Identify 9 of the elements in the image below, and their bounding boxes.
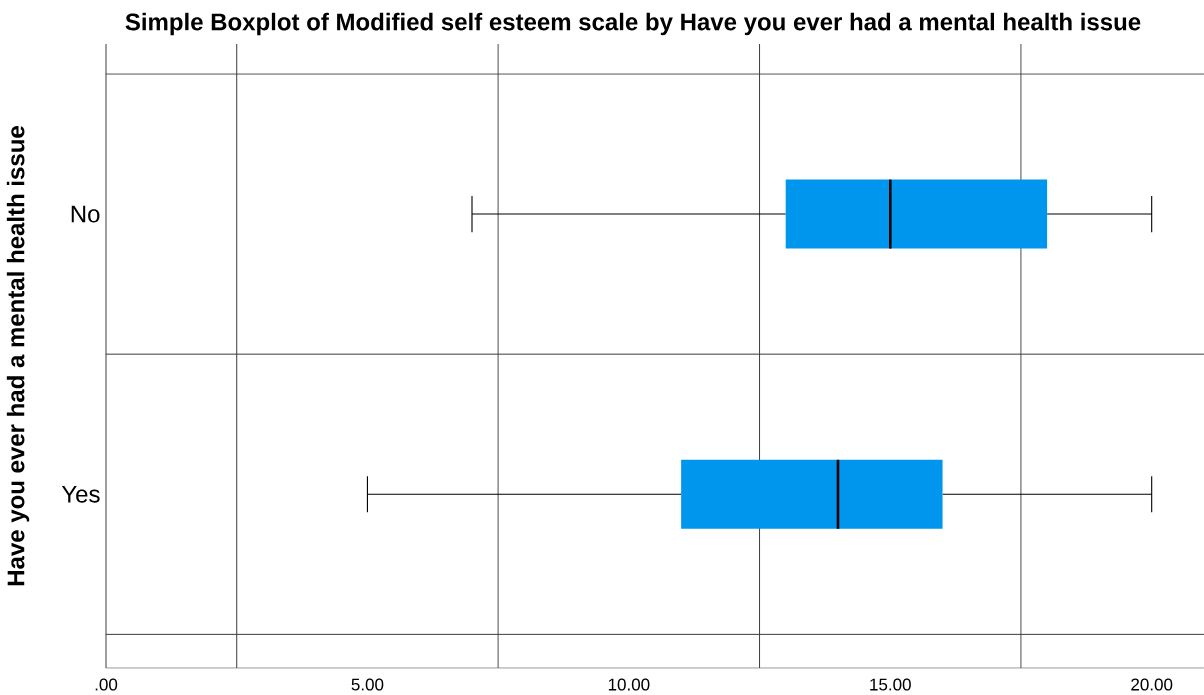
chart-title: Simple Boxplot of Modified self esteem scale by Have you ever had a mental health issue [125, 12, 1141, 36]
y-axis-title: Have you ever had a mental health issue [6, 126, 30, 586]
x-tick-label: .00 [95, 678, 118, 691]
x-tick-label: 10.00 [608, 678, 650, 691]
y-tick-label: No [71, 205, 100, 223]
y-tick-label: Yes [61, 485, 100, 503]
x-tick-label: 15.00 [870, 678, 911, 691]
x-tick-label: 5.00 [351, 678, 384, 691]
x-tick-label: 20.00 [1131, 678, 1173, 691]
